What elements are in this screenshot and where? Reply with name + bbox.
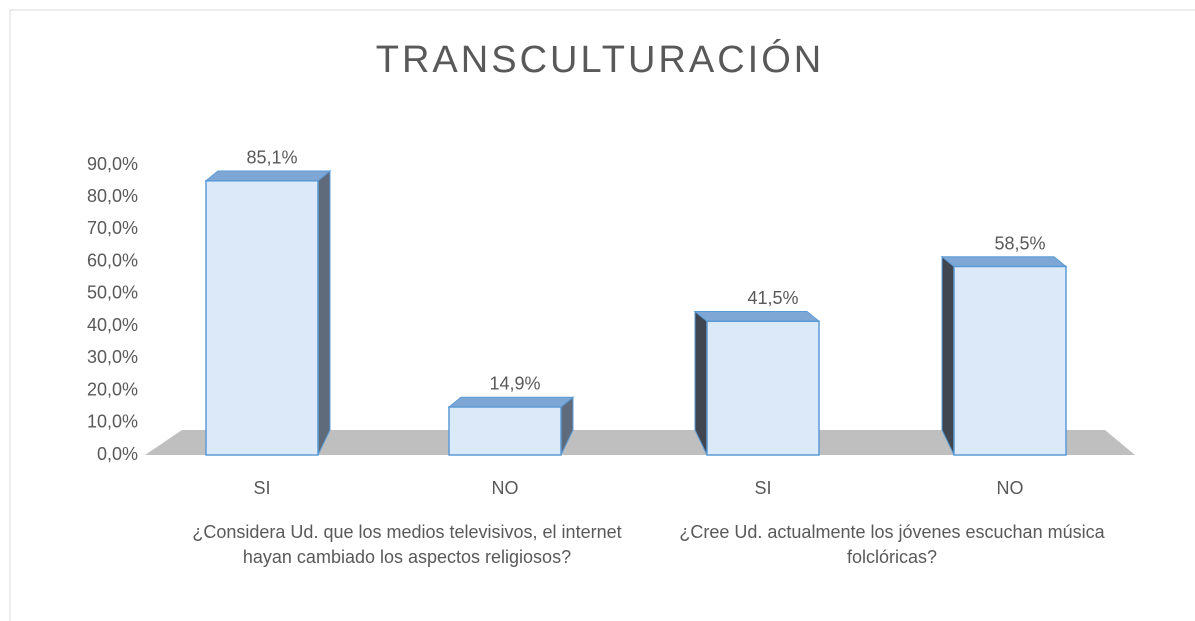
bar-top <box>447 396 575 408</box>
y-tick-label: 50,0% <box>87 283 138 303</box>
x-tick-label: SI <box>253 478 270 498</box>
bar-top <box>940 256 1068 267</box>
x-tick-label: NO <box>492 478 519 498</box>
group-label: ¿Cree Ud. actualmente los jóvenes escuch… <box>679 522 1105 567</box>
value-label: 58,5% <box>994 233 1045 253</box>
x-tick-label: NO <box>997 478 1024 498</box>
bar-front <box>448 406 562 456</box>
chart-title: TRANSCULTURACIÓN <box>376 38 824 81</box>
value-label: 41,5% <box>747 288 798 308</box>
bar <box>447 396 575 456</box>
group-label: ¿Considera Ud. que los medios televisivo… <box>192 522 622 567</box>
y-tick-label: 30,0% <box>87 347 138 367</box>
chart-border <box>9 9 1195 621</box>
bar <box>204 169 332 456</box>
value-label: 85,1% <box>246 148 297 168</box>
floor <box>145 430 1135 455</box>
bar-front <box>706 320 820 456</box>
y-tick-label: 0,0% <box>97 444 138 464</box>
bar-side <box>694 310 708 456</box>
bar <box>940 255 1068 456</box>
value-label: 14,9% <box>489 374 540 394</box>
bar-top <box>204 170 332 182</box>
y-tick-label: 40,0% <box>87 315 138 335</box>
bar-side <box>317 169 331 456</box>
bar-front <box>953 265 1067 456</box>
y-tick-label: 20,0% <box>87 379 138 399</box>
bar <box>693 310 821 456</box>
y-tick-label: 10,0% <box>87 412 138 432</box>
bar-top <box>693 310 821 322</box>
bar-side <box>941 255 955 456</box>
y-tick-label: 80,0% <box>87 186 138 206</box>
y-tick-label: 60,0% <box>87 250 138 270</box>
bar-front <box>205 180 319 456</box>
x-tick-label: SI <box>754 478 771 498</box>
y-tick-label: 70,0% <box>87 218 138 238</box>
y-tick-label: 90,0% <box>87 154 138 174</box>
